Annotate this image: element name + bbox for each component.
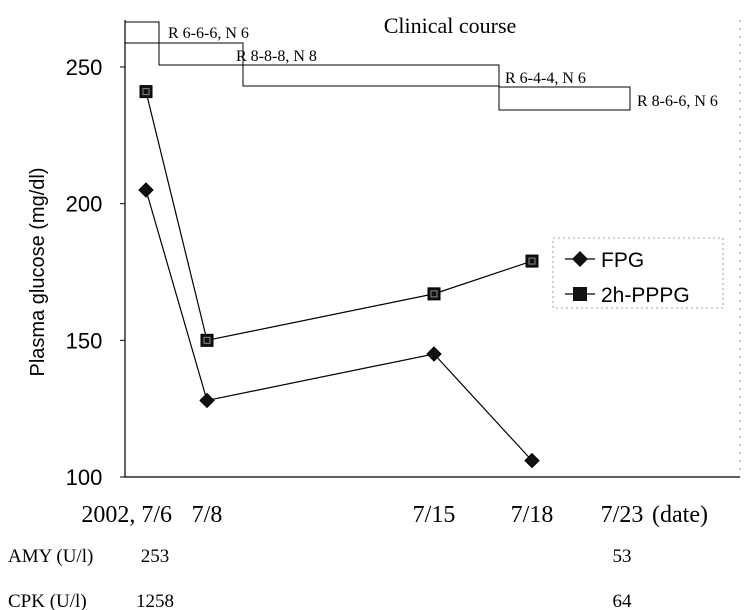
regimen-label-r-6-4-4-n-6: R 6-4-4, N 6 <box>505 70 586 87</box>
series-line-2h-pppg <box>145 91 533 342</box>
point-fpg-1 <box>199 392 215 409</box>
lab-value-cpk-u-l-7-6: 1258 <box>136 591 174 610</box>
data-series <box>138 85 540 469</box>
point-inner-2h-pppg-0 <box>142 88 150 96</box>
point-inner-2h-pppg-1 <box>203 336 211 344</box>
point-inner-2h-pppg-3 <box>528 257 536 265</box>
point-fpg-0 <box>138 182 154 198</box>
lab-value-cpk-u-l-7-23: 64 <box>613 591 633 610</box>
regimen-box-r-6-6-6-n-6 <box>124 21 160 44</box>
insulin-regimen-bar: R 6-6-6, N 6 R 8-8-8, N 8 R 6-4-4, N 6 R 8-… <box>124 21 718 111</box>
legend-frame <box>552 237 724 309</box>
y-tick-label-200: 200 <box>66 192 103 217</box>
x-tick-label-7-23: 7/23 <box>601 502 644 528</box>
point-2h-pppg-0 <box>139 85 153 99</box>
regimen-label-r-8-6-6-n-6: R 8-6-6, N 6 <box>637 93 718 110</box>
legend-marker-fpg <box>572 251 588 267</box>
point-2h-pppg-1 <box>200 333 214 347</box>
point-fpg-2 <box>426 346 442 362</box>
chart-title: Clinical course <box>384 13 517 38</box>
lab-row-label-cpk-u-l: CPK (U/l) <box>8 591 87 610</box>
regimen-label-r-8-8-8-n-8: R 8-8-8, N 8 <box>236 48 317 65</box>
x-tick-label-7-6: 2002, 7/6 <box>81 502 172 528</box>
lab-table: AMY (U/l) 253 53 CPK (U/l) 1258 64 <box>8 546 632 610</box>
point-fpg-3 <box>524 452 540 469</box>
point-2h-pppg-3 <box>525 254 539 268</box>
lab-value-amy-u-l-7-23: 53 <box>613 546 632 567</box>
lab-row-label-amy-u-l: AMY (U/l) <box>8 546 93 567</box>
regimen-box-r-8-6-6-n-6 <box>498 86 631 111</box>
regimen-label-r-6-6-6-n-6: R 6-6-6, N 6 <box>168 25 249 42</box>
regimen-box-r-6-4-4-n-6 <box>242 64 500 87</box>
x-tick-label-7-18: 7/18 <box>511 502 554 528</box>
x-tick-label-7-8: 7/8 <box>192 502 223 528</box>
y-tick-label-250: 250 <box>66 55 103 80</box>
lab-value-amy-u-l-7-6: 253 <box>141 546 170 567</box>
series-line-fpg <box>145 189 533 462</box>
point-inner-2h-pppg-2 <box>430 290 438 298</box>
y-tick-label-150: 150 <box>66 328 103 353</box>
legend-label-2h-pppg: 2h-PPPG <box>601 284 690 307</box>
point-2h-pppg-2 <box>427 287 441 301</box>
y-tick-label-100: 100 <box>66 465 103 490</box>
x-axis-unit-label: (date) <box>652 502 708 528</box>
regimen-box-r-8-8-8-n-8 <box>158 42 244 66</box>
legend-marker-2h-pppg <box>573 287 587 301</box>
x-tick-label-7-15: 7/15 <box>413 502 456 528</box>
legend-label-fpg: FPG <box>601 249 644 272</box>
legend: FPG 2h-PPPG <box>552 237 724 309</box>
axes: 100 150 200 250 2002, 7/6 7/8 7/15 7/18 7/23 (dat… <box>66 20 741 528</box>
y-axis-label: Plasma glucose (mg/dl) <box>27 168 49 377</box>
